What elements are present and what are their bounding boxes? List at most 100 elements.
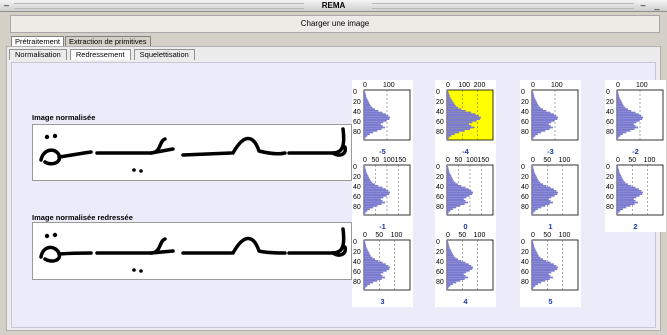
histogram-bar — [447, 281, 457, 284]
histogram-bar — [364, 193, 390, 195]
histogram-bar — [532, 275, 551, 277]
histogram-bar — [532, 250, 537, 252]
histogram-bar — [532, 93, 534, 95]
histogram-bar — [364, 96, 367, 99]
x-tick-label: 0 — [363, 232, 367, 239]
histogram-bar — [447, 91, 449, 94]
histogram-bar — [532, 125, 551, 127]
histogram-bar — [617, 106, 626, 109]
x-tick-label: 100 — [551, 82, 563, 89]
load-image-button[interactable]: Charger une image — [10, 15, 660, 33]
histogram-bar — [532, 103, 538, 105]
histogram-bar — [364, 241, 366, 244]
normalized-image-label: Image normalisée — [32, 113, 96, 122]
tab-redressement[interactable]: Redressement — [69, 49, 131, 60]
histogram-bar — [617, 101, 623, 104]
x-tick-label: 0 — [531, 157, 535, 164]
histogram-plot: 0 100 0 20 40 60 80 — [521, 82, 579, 141]
y-tick-label: 60 — [353, 119, 361, 126]
histogram-bar — [617, 173, 621, 175]
x-tick-label: 50 — [455, 157, 463, 164]
histogram-bar — [532, 258, 543, 260]
histogram-bar — [447, 195, 470, 197]
x-tick-label: 0 — [531, 82, 535, 89]
histogram-angle-label: 2 — [633, 222, 638, 231]
minimize-button[interactable]: – — [640, 0, 646, 10]
histogram-bar — [364, 106, 373, 109]
histogram-bar — [364, 178, 370, 180]
x-tick-label: 50 — [375, 232, 383, 239]
histogram-bar — [617, 195, 640, 197]
histogram-bar — [447, 98, 452, 100]
histogram-bar — [364, 200, 383, 202]
title-stripes-left — [14, 3, 304, 9]
histogram-bar — [532, 270, 555, 272]
histogram-bar — [364, 265, 389, 267]
y-tick-label: 60 — [521, 194, 529, 201]
tab-extraction-primitives[interactable]: Extraction de primitives — [65, 36, 151, 47]
histogram-bar — [532, 281, 542, 284]
histogram-bar — [364, 171, 367, 174]
tab-squelettisation[interactable]: Squelettisation — [133, 49, 195, 60]
tab-pretraitement[interactable]: Prétraitement — [11, 36, 65, 47]
histogram-angle-label: -1 — [379, 222, 386, 231]
histogram-bar — [364, 101, 370, 104]
histogram-bar — [617, 186, 636, 189]
histogram-bar — [447, 181, 456, 184]
histogram-bar — [447, 251, 453, 254]
histogram-bar — [617, 138, 618, 140]
y-tick-label: 20 — [521, 174, 529, 181]
histogram-bar — [532, 95, 535, 97]
histogram-bar — [532, 190, 557, 192]
histogram-plot: 0 50 100 150 0 20 40 60 80 — [436, 157, 494, 216]
x-tick-label: 150 — [478, 157, 490, 164]
histogram-bar — [617, 190, 642, 192]
histogram-bar — [532, 266, 559, 269]
arabic-word-image-straightened — [39, 227, 348, 273]
system-menu-icon[interactable]: – — [4, 0, 10, 10]
histogram-bar — [364, 165, 365, 167]
x-tick-label: 100 — [383, 82, 395, 89]
y-tick-label: 40 — [436, 259, 444, 266]
histogram-plot: 0 100 200 0 20 40 60 80 — [436, 82, 494, 141]
histogram-bar — [617, 123, 634, 125]
histogram-bar — [447, 180, 454, 182]
histogram-bar — [617, 110, 632, 112]
histogram-bar — [364, 125, 383, 127]
histogram-bar — [617, 183, 628, 185]
histogram-bar — [364, 203, 382, 205]
histogram-bar — [447, 200, 466, 202]
histogram-bar — [532, 100, 537, 102]
histogram-bar — [532, 116, 559, 119]
histogram-bar — [447, 116, 482, 119]
histogram-bar — [364, 128, 382, 130]
histogram-bar — [447, 166, 449, 169]
window-title: REMA — [321, 1, 346, 10]
x-tick-label: 100 — [466, 157, 478, 164]
y-tick-label: 80 — [436, 129, 444, 136]
y-tick-label: 60 — [436, 194, 444, 201]
x-tick-label: 100 — [644, 157, 656, 164]
x-tick-label: 50 — [543, 232, 551, 239]
histogram-bar — [532, 105, 539, 107]
histogram-bar — [532, 111, 551, 114]
histogram-bar — [532, 120, 555, 122]
histogram-plot: 0 100 0 20 40 60 80 — [353, 82, 411, 141]
y-tick-label: 0 — [521, 89, 525, 96]
histogram-bar — [617, 213, 618, 215]
histogram-bar — [617, 126, 638, 129]
histogram-bar — [364, 110, 379, 112]
close-button[interactable]: _ — [654, 0, 660, 10]
histogram-bar — [617, 115, 642, 117]
y-tick-label: 40 — [436, 109, 444, 116]
histogram-bar — [532, 248, 536, 250]
tab-normalisation[interactable]: Normalisation — [9, 49, 67, 60]
histogram-angle-label: 0 — [463, 222, 468, 231]
y-tick-label: 40 — [521, 259, 529, 266]
histogram-bar — [364, 168, 366, 170]
histogram-bar — [364, 121, 384, 124]
y-tick-label: 20 — [353, 249, 361, 256]
histogram-bar — [364, 186, 383, 189]
histogram-bar — [532, 91, 534, 94]
histogram-bar — [447, 260, 462, 262]
